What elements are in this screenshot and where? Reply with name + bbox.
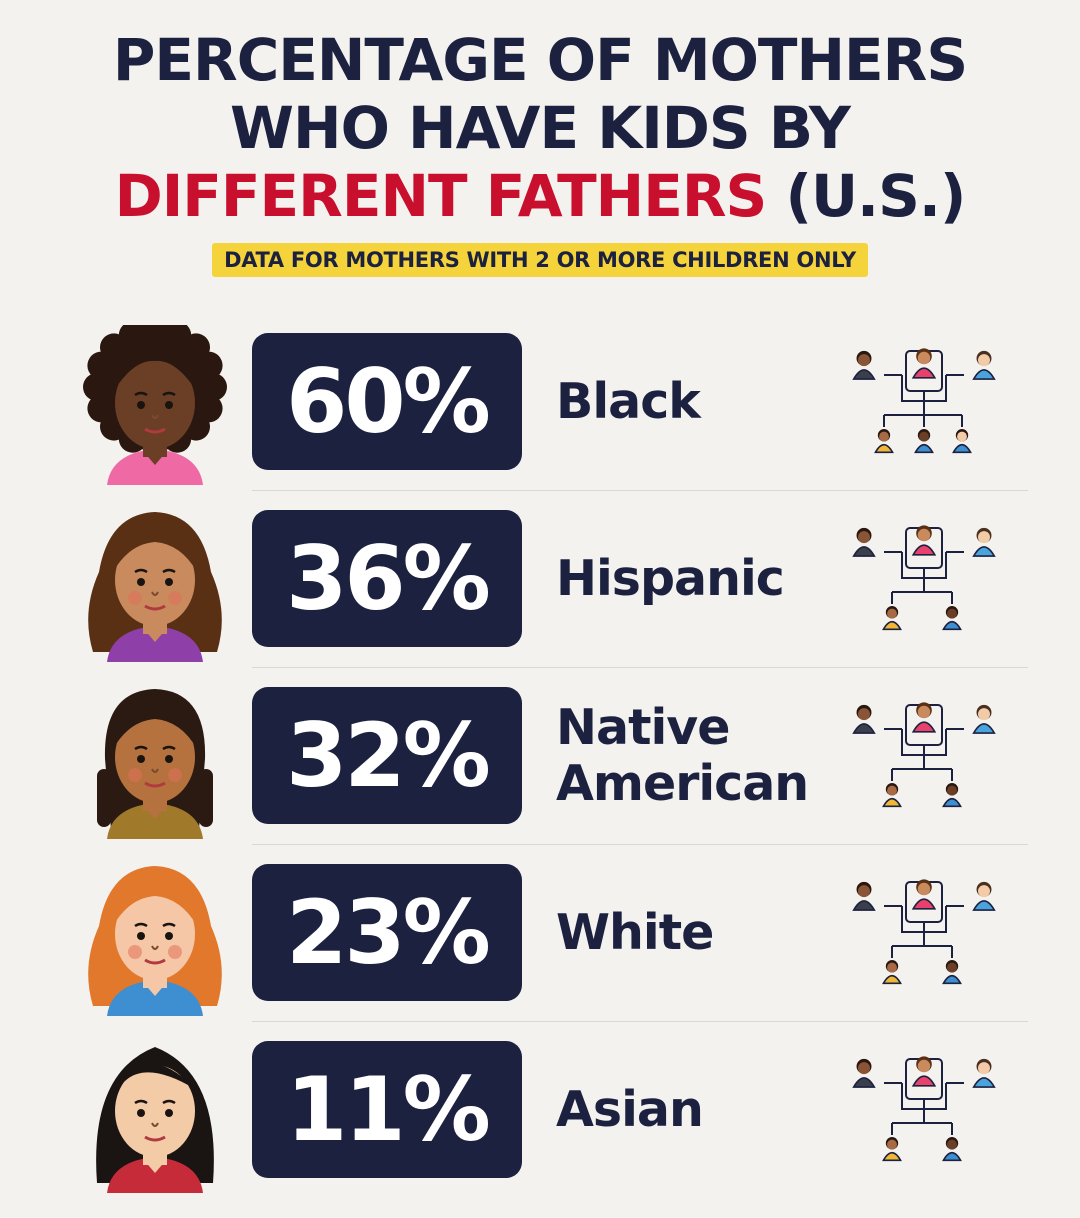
native-american-woman-avatar-icon — [75, 679, 235, 839]
chart-title: PERCENTAGE OF MOTHERS WHO HAVE KIDS BY D… — [0, 26, 1080, 230]
percent-value: 36% — [286, 527, 491, 630]
row-divider — [252, 490, 1028, 491]
data-row: 60% Black — [0, 317, 1080, 510]
black-woman-avatar-icon — [75, 317, 235, 485]
family-tree-icon — [842, 339, 1006, 469]
group-label: Hispanic — [556, 549, 785, 607]
title-line-2: WHO HAVE KIDS BY — [230, 94, 851, 162]
family-tree-icon — [842, 693, 1006, 823]
group-label: Black — [556, 372, 701, 430]
data-row: 36% Hispanic — [0, 510, 1080, 687]
data-row: 11% Asian — [0, 1041, 1080, 1218]
percent-box: 60% — [252, 333, 522, 470]
subtitle-badge: DATA FOR MOTHERS WITH 2 OR MORE CHILDREN… — [212, 243, 868, 277]
title-line-1: PERCENTAGE OF MOTHERS — [112, 26, 968, 94]
family-tree-icon — [842, 516, 1006, 646]
family-tree-icon — [842, 870, 1006, 1000]
percent-box: 11% — [252, 1041, 522, 1178]
title-region: (U.S.) — [785, 162, 966, 230]
percent-value: 11% — [286, 1058, 491, 1161]
row-divider — [252, 667, 1028, 668]
row-divider — [252, 844, 1028, 845]
subtitle-container: DATA FOR MOTHERS WITH 2 OR MORE CHILDREN… — [0, 243, 1080, 277]
data-row: 32% Native American — [0, 687, 1080, 864]
group-label: White — [556, 903, 714, 961]
group-label: Native American — [556, 698, 809, 812]
percent-value: 32% — [286, 704, 491, 807]
row-divider — [252, 1021, 1028, 1022]
family-tree-icon — [842, 1047, 1006, 1177]
title-line-3: DIFFERENT FATHERS (U.S.) — [0, 162, 1080, 230]
title-highlight: DIFFERENT FATHERS — [114, 162, 768, 230]
data-rows: 60% Black 36% Hispanic 32% Native American 23%… — [0, 317, 1080, 1193]
percent-box: 23% — [252, 864, 522, 1001]
asian-woman-avatar-icon — [75, 1033, 235, 1193]
data-row: 23% White — [0, 864, 1080, 1041]
percent-value: 23% — [286, 881, 491, 984]
hispanic-woman-avatar-icon — [75, 502, 235, 662]
percent-value: 60% — [286, 350, 491, 453]
group-label: Asian — [556, 1080, 704, 1138]
percent-box: 32% — [252, 687, 522, 824]
percent-box: 36% — [252, 510, 522, 647]
white-woman-avatar-icon — [75, 856, 235, 1016]
